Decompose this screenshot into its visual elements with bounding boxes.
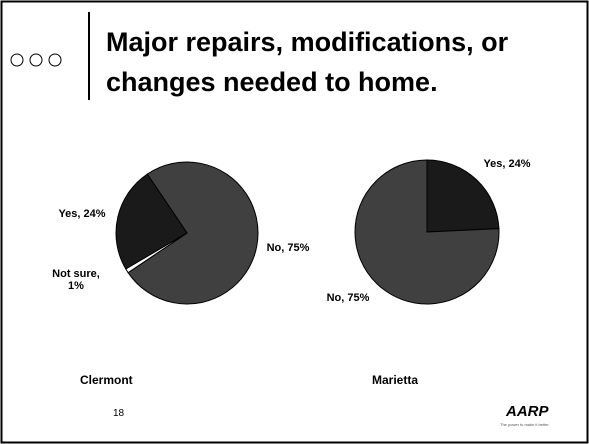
logo: AARP (505, 403, 549, 420)
slide-title: Major repairs, modifications, or changes… (106, 27, 509, 97)
logo-tagline: The power to make it better. (500, 422, 550, 427)
chart-title: Clermont (80, 373, 133, 387)
pie-slice (115, 173, 188, 270)
data-label: No, 75% (326, 292, 370, 304)
data-label: Not sure, 1% (52, 268, 100, 292)
bullet-circle (10, 53, 24, 67)
pie-slice (127, 161, 259, 305)
bullet-circle (29, 53, 43, 67)
bullet-circle (48, 53, 62, 67)
data-label: Yes, 24% (58, 208, 106, 220)
page-number: 18 (113, 408, 125, 419)
chart-title: Marietta (372, 373, 419, 387)
pie-slice (426, 159, 500, 233)
data-label: No, 75% (266, 242, 310, 254)
data-label: Yes, 24% (483, 158, 531, 170)
pie-slice (354, 159, 500, 305)
